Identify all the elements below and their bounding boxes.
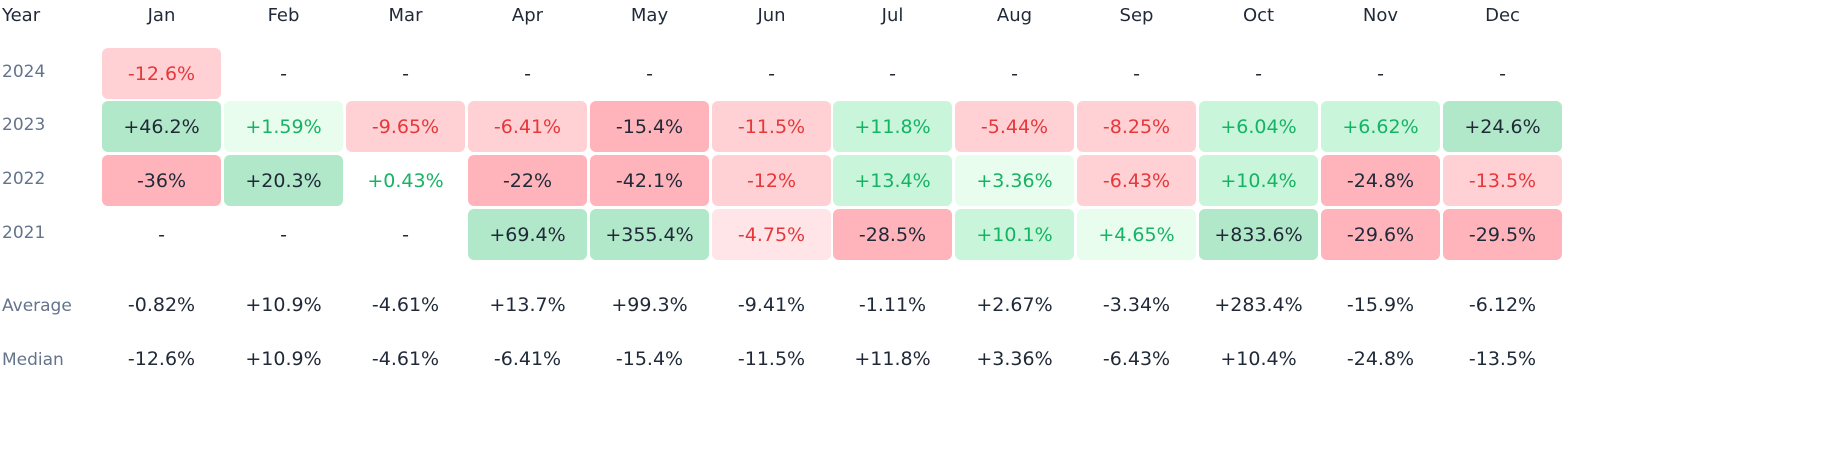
summary-label-average: Average [2,296,72,316]
heatmap-cell: +1.59% [224,101,343,152]
heatmap-cell: +355.4% [590,209,709,260]
heatmap-cell: +13.4% [833,155,952,206]
heatmap-cell: -22% [468,155,587,206]
summary-value: -9.41% [737,294,806,316]
summary-label-median: Median [2,350,64,370]
heatmap-cell: - [402,62,409,85]
month-header-dec: Dec [1485,5,1520,26]
heatmap-cell: -12% [712,155,831,206]
summary-value: -6.12% [1468,294,1537,316]
heatmap-cell: - [280,62,287,85]
heatmap-cell: +4.65% [1077,209,1196,260]
heatmap-cell: -15.4% [590,101,709,152]
summary-value: -15.4% [615,348,684,370]
heatmap-cell: -42.1% [590,155,709,206]
heatmap-cell: -12.6% [102,48,221,99]
heatmap-cell: +10.1% [955,209,1074,260]
heatmap-cell: +10.4% [1199,155,1318,206]
heatmap-cell: +833.6% [1199,209,1318,260]
heatmap-cell: - [280,223,287,246]
month-header-feb: Feb [267,5,300,26]
summary-value: +283.4% [1214,294,1303,316]
year-label-2023: 2023 [2,115,46,135]
summary-value: +2.67% [976,294,1053,316]
heatmap-cell: +6.04% [1199,101,1318,152]
month-header-jun: Jun [757,5,786,26]
heatmap-cell: +11.8% [833,101,952,152]
summary-value: -1.11% [858,294,927,316]
year-label-2024: 2024 [2,62,46,82]
heatmap-cell: +69.4% [468,209,587,260]
summary-value: -4.61% [371,294,440,316]
month-header-mar: Mar [388,5,423,26]
year-column-header: Year [2,5,41,26]
heatmap-cell: -4.75% [712,209,831,260]
heatmap-cell: -28.5% [833,209,952,260]
month-header-may: May [630,5,669,26]
summary-value: +99.3% [611,294,688,316]
heatmap-cell: +20.3% [224,155,343,206]
summary-value: +13.7% [489,294,566,316]
heatmap-cell: -36% [102,155,221,206]
summary-value: +11.8% [854,348,931,370]
summary-value: -15.9% [1346,294,1415,316]
heatmap-cell: - [1133,62,1140,85]
month-header-aug: Aug [996,5,1033,26]
summary-value: +10.9% [245,294,322,316]
heatmap-cell: -5.44% [955,101,1074,152]
summary-value: +10.4% [1220,348,1297,370]
heatmap-cell: - [768,62,775,85]
heatmap-cell: -6.41% [468,101,587,152]
heatmap-cell: -29.5% [1443,209,1562,260]
heatmap-cell: -13.5% [1443,155,1562,206]
summary-value: -6.41% [493,348,562,370]
heatmap-cell: - [402,223,409,246]
month-header-sep: Sep [1119,5,1154,26]
heatmap-cell: - [158,223,165,246]
month-header-apr: Apr [511,5,544,26]
summary-value: -3.34% [1102,294,1171,316]
heatmap-cell: +6.62% [1321,101,1440,152]
heatmap-cell: - [646,62,653,85]
summary-value: -12.6% [127,348,196,370]
heatmap-cell: - [889,62,896,85]
summary-value: -4.61% [371,348,440,370]
month-header-jul: Jul [881,5,904,26]
heatmap-cell: - [1377,62,1384,85]
month-header-nov: Nov [1362,5,1399,26]
heatmap-cell: -11.5% [712,101,831,152]
year-label-2022: 2022 [2,169,46,189]
heatmap-cell: -24.8% [1321,155,1440,206]
heatmap-cell: - [1255,62,1262,85]
summary-value: -11.5% [737,348,806,370]
summary-value: -24.8% [1346,348,1415,370]
summary-value: -13.5% [1468,348,1537,370]
heatmap-cell: +0.43% [367,169,444,192]
heatmap-cell: - [1499,62,1506,85]
heatmap-cell: +3.36% [955,155,1074,206]
summary-value: -0.82% [127,294,196,316]
heatmap-cell: - [1011,62,1018,85]
heatmap-cell: -29.6% [1321,209,1440,260]
year-label-2021: 2021 [2,223,46,243]
heatmap-cell: - [524,62,531,85]
heatmap-cell: -6.43% [1077,155,1196,206]
summary-value: +3.36% [976,348,1053,370]
heatmap-cell: +24.6% [1443,101,1562,152]
summary-value: +10.9% [245,348,322,370]
heatmap-cell: -9.65% [346,101,465,152]
summary-value: -6.43% [1102,348,1171,370]
month-header-jan: Jan [147,5,176,26]
month-header-oct: Oct [1242,5,1275,26]
heatmap-cell: -8.25% [1077,101,1196,152]
heatmap-cell: +46.2% [102,101,221,152]
